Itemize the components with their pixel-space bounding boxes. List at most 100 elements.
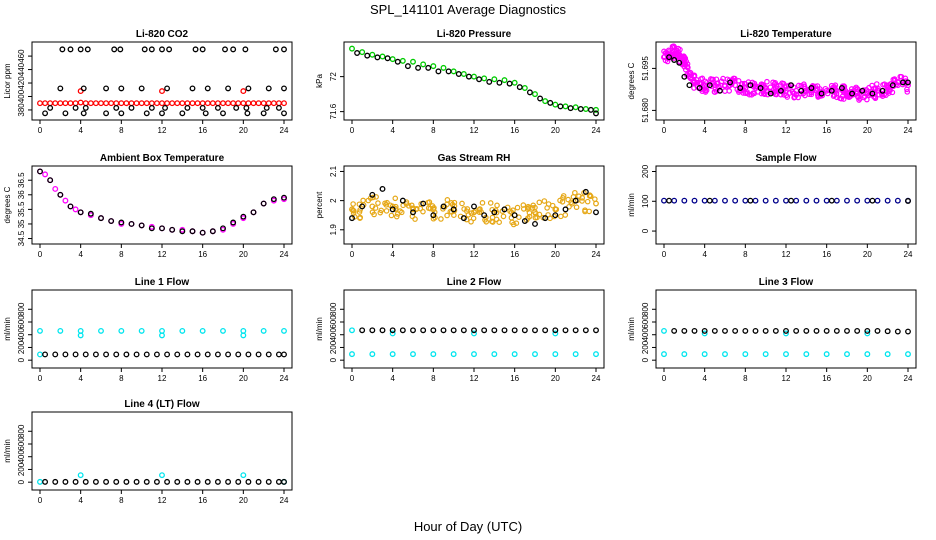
data-point <box>37 478 43 485</box>
x-tick-label: 16 <box>198 374 207 383</box>
data-point <box>225 100 232 107</box>
x-tick-label: 0 <box>662 126 667 135</box>
data-point <box>813 87 820 94</box>
y-tick-label: 600 <box>641 315 650 329</box>
data-point <box>62 197 69 204</box>
data-series <box>349 189 599 228</box>
data-point <box>169 226 176 233</box>
data-point <box>661 197 667 204</box>
x-tick-label: 0 <box>38 374 43 383</box>
y-tick-label: 51.695 <box>641 56 650 81</box>
data-point <box>209 100 216 107</box>
panel-title: Line 4 (LT) Flow <box>124 399 200 410</box>
data-point <box>742 351 749 358</box>
y-tick-label: 400 <box>329 328 338 342</box>
data-point <box>813 197 820 204</box>
data-point <box>67 46 74 53</box>
data-series <box>349 186 599 227</box>
data-point <box>686 71 693 77</box>
data-point <box>838 95 845 102</box>
data-point <box>349 327 355 334</box>
data-point <box>72 351 79 358</box>
data-point <box>128 221 135 227</box>
data-point <box>281 85 287 92</box>
data-point <box>722 197 728 204</box>
data-point <box>551 213 558 220</box>
data-point <box>250 100 257 107</box>
data-point <box>420 208 426 215</box>
data-point <box>364 52 371 59</box>
data-point <box>118 110 125 117</box>
data-point <box>511 351 518 358</box>
data-point <box>369 203 376 210</box>
y-tick-label: 200 <box>641 340 650 354</box>
data-point <box>813 327 820 334</box>
data-point <box>194 100 201 107</box>
y-tick-label: 600 <box>17 437 26 451</box>
data-point <box>389 203 396 210</box>
x-tick-label: 20 <box>863 126 872 135</box>
data-point <box>230 219 237 226</box>
data-point <box>486 78 493 85</box>
data-point <box>440 203 447 210</box>
data-point <box>464 206 471 212</box>
data-point <box>184 478 191 485</box>
data-point <box>793 197 800 204</box>
x-tick-label: 12 <box>158 250 167 259</box>
data-point <box>275 100 282 107</box>
data-point <box>430 351 437 358</box>
y-tick-label: 400 <box>17 450 26 464</box>
y-tick-label: 600 <box>17 315 26 329</box>
x-tick-label: 24 <box>904 126 913 135</box>
chart-panel: Line 4 (LT) Flow ml/min 0 4 8 12 16 20 24 0 200400… <box>3 399 293 505</box>
data-point <box>544 205 550 211</box>
data-point <box>164 351 171 358</box>
data-point <box>389 351 396 358</box>
data-point <box>192 46 199 53</box>
data-point <box>77 332 84 339</box>
data-point <box>57 327 64 334</box>
x-tick-label: 4 <box>702 374 707 383</box>
data-point <box>773 82 780 88</box>
data-point <box>699 75 706 82</box>
x-tick-label: 12 <box>158 126 167 135</box>
data-point <box>350 201 356 207</box>
data-point <box>826 87 832 94</box>
data-point <box>833 197 840 204</box>
data-point <box>410 206 416 213</box>
data-point <box>260 200 267 207</box>
data-point <box>471 327 477 334</box>
data-point <box>37 351 43 358</box>
x-tick-label: 24 <box>280 250 289 259</box>
data-point <box>684 61 691 67</box>
x-tick-label: 8 <box>743 374 748 383</box>
data-point <box>260 110 267 117</box>
data-point <box>371 211 377 218</box>
data-point <box>354 50 361 56</box>
data-point <box>676 51 683 58</box>
y-tick-label: 36 <box>17 190 26 199</box>
data-point <box>565 196 571 203</box>
data-point <box>113 104 120 111</box>
data-point <box>681 351 688 358</box>
y-tick-label: 1.9 <box>329 224 338 236</box>
data-point <box>881 81 888 87</box>
data-point <box>783 330 789 337</box>
data-point <box>489 218 495 225</box>
data-point <box>823 197 830 204</box>
data-point <box>818 90 825 97</box>
data-point <box>701 351 708 358</box>
data-point <box>582 188 589 195</box>
data-point <box>281 110 287 117</box>
data-point <box>568 199 574 206</box>
y-tick-label: 800 <box>329 302 338 316</box>
x-tick-label: 12 <box>782 374 791 383</box>
data-point <box>785 82 792 89</box>
data-point <box>712 89 718 95</box>
data-point <box>562 103 569 110</box>
y-axis-label: Licor ppm <box>3 63 12 98</box>
data-point <box>225 85 232 92</box>
data-point <box>199 327 206 334</box>
data-point <box>111 46 118 53</box>
